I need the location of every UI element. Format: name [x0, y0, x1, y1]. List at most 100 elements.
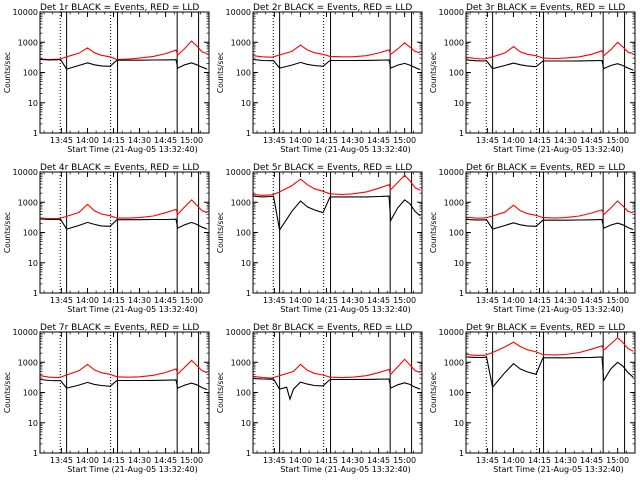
x-axis-label: Start Time (21-Aug-05 13:32:40)	[280, 465, 411, 474]
y-tick-label: 10	[454, 419, 464, 428]
y-tick-label: 1	[33, 129, 38, 138]
x-tick-label: 14:45	[154, 456, 177, 465]
x-axis-label: Start Time (21-Aug-05 13:32:40)	[67, 465, 198, 474]
x-axis-label: Start Time (21-Aug-05 13:32:40)	[493, 465, 624, 474]
detector-panel-3: Det 3r BLACK = Events, RED = LLD 1 10 100 10…	[429, 3, 636, 154]
y-tick-label: 1	[246, 449, 251, 458]
x-tick-label: 14:45	[367, 456, 390, 465]
x-tick-label: 15:00	[606, 456, 629, 465]
y-tick-label: 100	[23, 69, 38, 78]
y-tick-label: 1000	[231, 38, 251, 47]
y-tick-label: 10	[28, 259, 38, 268]
x-tick-label: 14:15	[315, 296, 338, 305]
y-axis-label: Counts/sec	[3, 52, 12, 93]
x-axis-label: Start Time (21-Aug-05 13:32:40)	[280, 305, 411, 314]
panel-title: Det 7r BLACK = Events, RED = LLD	[40, 323, 199, 333]
x-tick-label: 14:45	[367, 296, 390, 305]
y-tick-label: 10000	[226, 8, 251, 17]
plot-frame	[252, 11, 423, 134]
x-tick-label: 14:30	[554, 296, 577, 305]
x-tick-label: 13:45	[50, 456, 73, 465]
x-tick-label: 14:15	[315, 456, 338, 465]
y-tick-label: 100	[449, 229, 464, 238]
detector-panel-7: Det 7r BLACK = Events, RED = LLD 1 10 100 10…	[3, 323, 210, 474]
plot-frame	[252, 171, 423, 294]
lld-series-line	[40, 359, 208, 379]
y-axis-label: Counts/sec	[429, 52, 438, 93]
x-tick-label: 13:45	[50, 136, 73, 145]
plot-frame	[39, 331, 210, 454]
y-tick-label: 100	[236, 389, 251, 398]
y-tick-label: 1000	[231, 358, 251, 367]
y-tick-label: 10	[241, 419, 251, 428]
x-axis-label: Start Time (21-Aug-05 13:32:40)	[493, 305, 624, 314]
events-series-line	[466, 356, 634, 389]
x-tick-label: 13:45	[263, 296, 286, 305]
y-axis-label: Counts/sec	[429, 372, 438, 413]
y-tick-label: 1000	[18, 198, 38, 207]
x-tick-label: 14:30	[341, 296, 364, 305]
y-tick-label: 10000	[439, 328, 464, 337]
x-tick-label: 14:30	[554, 456, 577, 465]
x-tick-label: 14:15	[315, 136, 338, 145]
x-tick-label: 14:15	[528, 456, 551, 465]
plot-frame	[39, 11, 210, 134]
y-tick-label: 10	[454, 259, 464, 268]
y-axis-label: Counts/sec	[216, 52, 225, 93]
x-tick-label: 14:00	[76, 136, 99, 145]
lld-series-line	[253, 174, 421, 196]
x-tick-label: 13:45	[263, 456, 286, 465]
detector-panel-9: Det 9r BLACK = Events, RED = LLD 1 10 100 10…	[429, 323, 636, 474]
x-tick-label: 13:45	[476, 136, 499, 145]
x-tick-label: 13:45	[476, 296, 499, 305]
plot-frame	[465, 331, 636, 454]
y-tick-label: 1000	[18, 38, 38, 47]
x-tick-label: 14:15	[102, 136, 125, 145]
y-tick-label: 100	[449, 69, 464, 78]
x-tick-label: 14:00	[289, 456, 312, 465]
x-tick-label: 14:30	[128, 456, 151, 465]
x-tick-label: 14:00	[76, 296, 99, 305]
y-tick-label: 1	[33, 449, 38, 458]
y-tick-label: 10000	[13, 168, 38, 177]
detector-panel-2: Det 2r BLACK = Events, RED = LLD 1 10 100 10…	[216, 3, 423, 154]
panel-title: Det 2r BLACK = Events, RED = LLD	[253, 3, 412, 13]
panel-title: Det 6r BLACK = Events, RED = LLD	[466, 163, 625, 173]
x-axis-label: Start Time (21-Aug-05 13:32:40)	[280, 145, 411, 154]
x-tick-label: 14:30	[128, 136, 151, 145]
y-tick-label: 1000	[444, 38, 464, 47]
lld-series-line	[466, 200, 634, 219]
x-tick-label: 14:45	[580, 136, 603, 145]
y-tick-label: 100	[236, 69, 251, 78]
y-tick-label: 10	[241, 99, 251, 108]
y-tick-label: 100	[23, 229, 38, 238]
events-series-line	[466, 59, 634, 71]
y-tick-label: 10	[28, 419, 38, 428]
x-tick-label: 15:00	[180, 456, 203, 465]
y-tick-label: 1000	[444, 198, 464, 207]
events-series-line	[40, 58, 208, 70]
x-tick-label: 14:00	[289, 296, 312, 305]
x-tick-label: 14:45	[154, 296, 177, 305]
y-tick-label: 100	[23, 389, 38, 398]
y-tick-label: 1	[246, 129, 251, 138]
x-tick-label: 15:00	[606, 296, 629, 305]
x-tick-label: 14:30	[128, 296, 151, 305]
x-tick-label: 14:15	[102, 456, 125, 465]
x-tick-label: 15:00	[393, 296, 416, 305]
plot-frame	[465, 11, 636, 134]
x-tick-label: 14:00	[502, 136, 525, 145]
panel-title: Det 9r BLACK = Events, RED = LLD	[466, 323, 625, 333]
y-tick-label: 10000	[439, 8, 464, 17]
x-axis-label: Start Time (21-Aug-05 13:32:40)	[67, 145, 198, 154]
lld-series-line	[40, 199, 208, 220]
x-tick-label: 14:30	[341, 456, 364, 465]
x-axis-label: Start Time (21-Aug-05 13:32:40)	[493, 145, 624, 154]
plot-frame	[465, 171, 636, 294]
x-tick-label: 14:15	[102, 296, 125, 305]
x-tick-label: 15:00	[180, 136, 203, 145]
events-series-line	[466, 218, 634, 231]
events-series-line	[253, 195, 421, 232]
y-tick-label: 1000	[18, 358, 38, 367]
lld-series-line	[253, 42, 421, 58]
